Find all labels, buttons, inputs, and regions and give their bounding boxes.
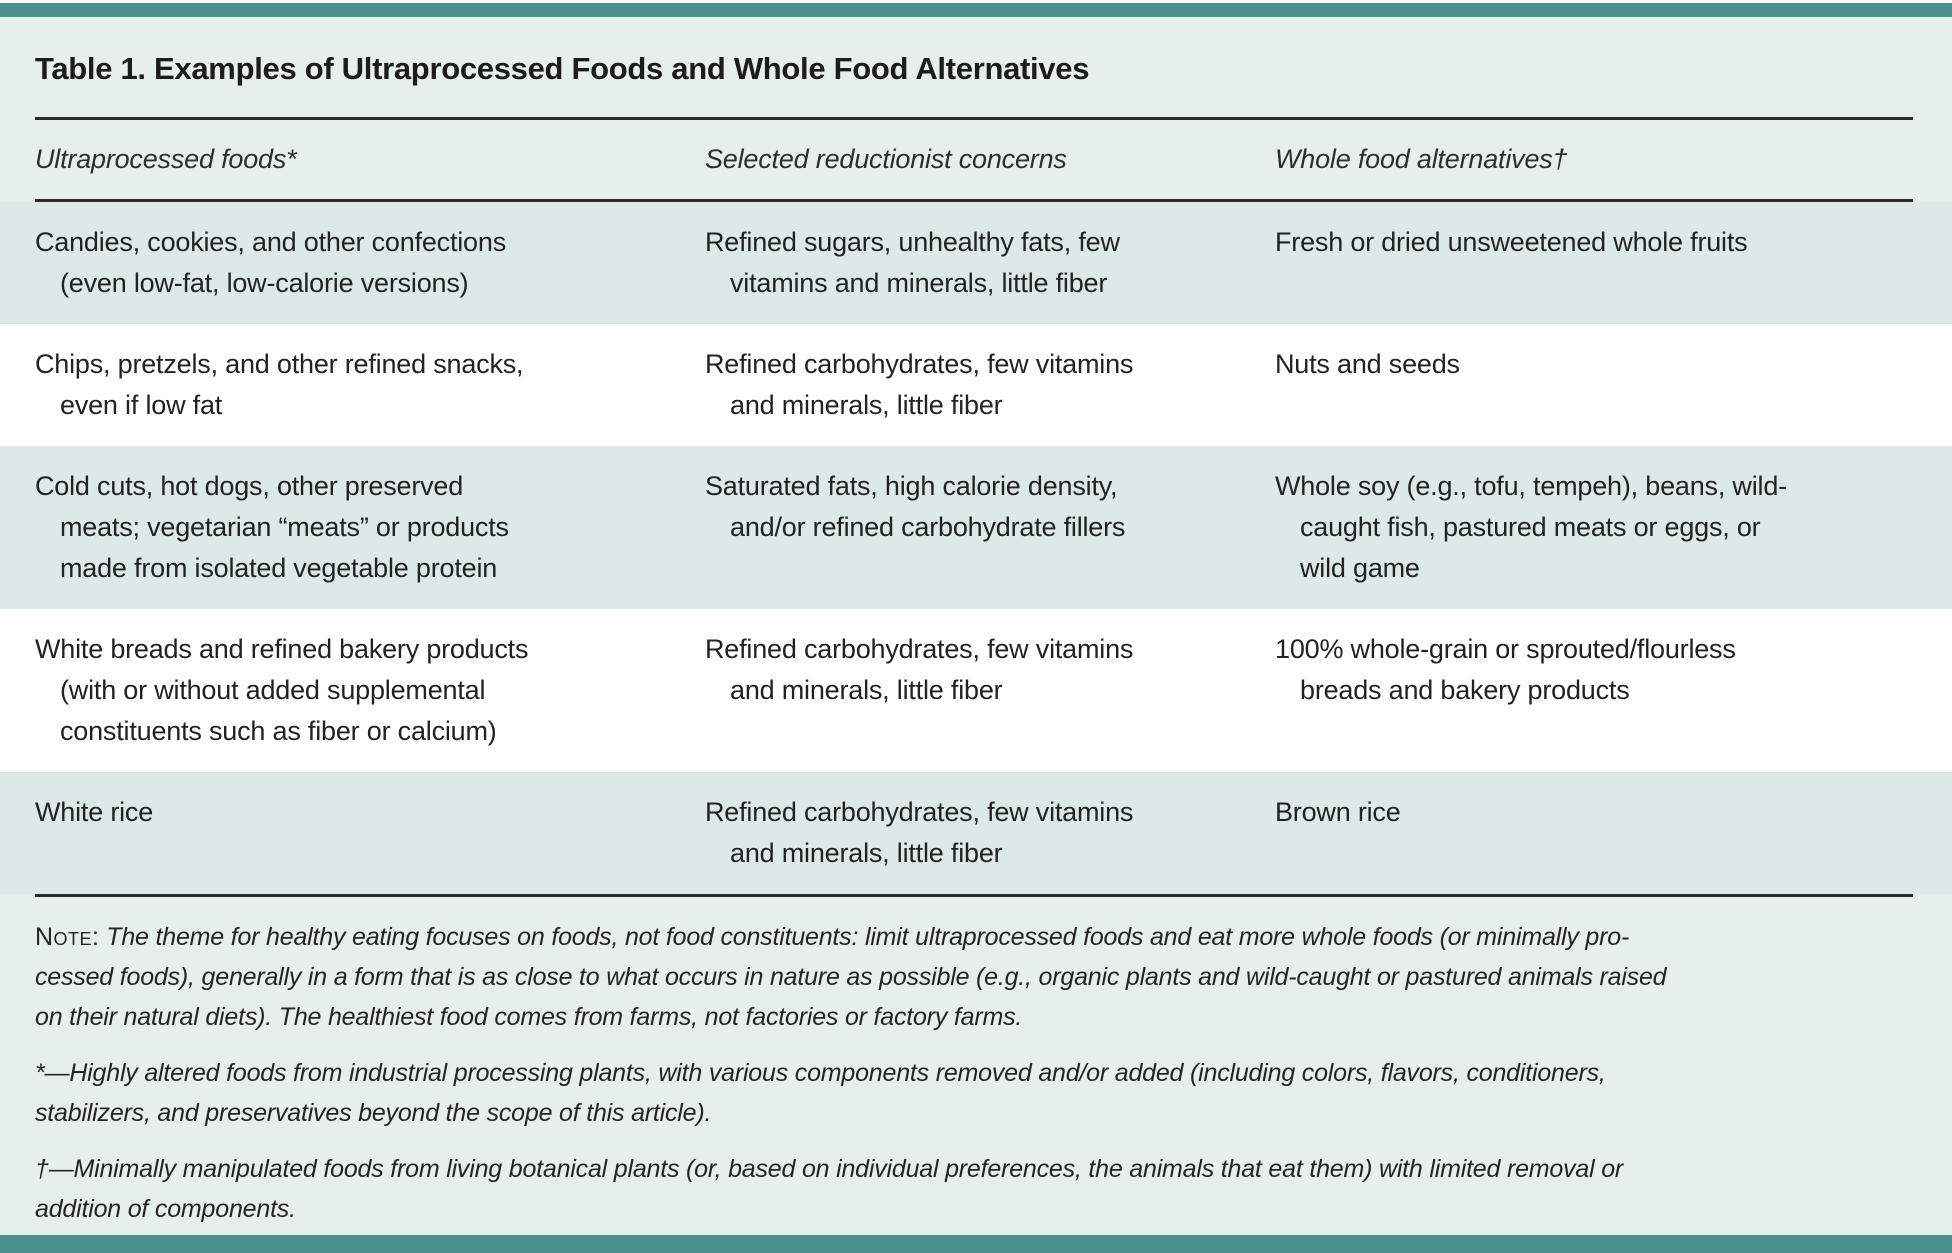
cell-line: Refined carbohydrates, few vitamins (705, 797, 1134, 828)
table-header-row: Ultraprocessed foods* Selected reduction… (0, 120, 1952, 199)
table-row: Candies, cookies, and other confections (… (0, 202, 1952, 325)
cell-line: Brown rice (1275, 797, 1401, 828)
cell-line: constituents such as fiber or calcium) (60, 716, 497, 747)
cell-line: Whole soy (e.g., tofu, tempeh), beans, w… (1275, 471, 1787, 502)
footnote-dagger: †—Minimally manipulated foods from livin… (35, 1155, 1624, 1224)
title-rule (35, 117, 1913, 121)
cell-line: and minerals, little fiber (730, 390, 1003, 421)
table-title: Table 1. Examples of Ultraprocessed Food… (35, 51, 1090, 86)
cell-line: breads and bakery products (1300, 675, 1630, 706)
table-row: White breads and refined bakery products… (0, 609, 1952, 773)
cell-line: (even low-fat, low-calorie versions) (60, 268, 469, 299)
cell-line: Refined sugars, unhealthy fats, few (705, 227, 1120, 258)
table-body: Candies, cookies, and other confections (… (0, 202, 1952, 895)
cell-line: even if low fat (60, 390, 223, 421)
table-cell: Refined carbohydrates, few vitamins and m… (705, 344, 1275, 426)
table-cell: 100% whole-grain or sprouted/flourless br… (1275, 629, 1913, 752)
cell-line: wild game (1300, 553, 1420, 584)
table-cell: Candies, cookies, and other confections (… (35, 222, 705, 304)
table-cell: Chips, pretzels, and other refined snack… (35, 344, 705, 426)
top-accent-bar (0, 3, 1952, 17)
footnote-asterisk: *—Highly altered foods from industrial p… (35, 1059, 1606, 1128)
cell-line: Cold cuts, hot dogs, other preserved (35, 471, 464, 502)
column-header-reductionist-concerns: Selected reductionist concerns (705, 144, 1067, 175)
table-cell: Nuts and seeds (1275, 344, 1913, 426)
table-cell: Saturated fats, high calorie density, and… (705, 466, 1275, 589)
table-cell: Fresh or dried unsweetened whole fruits (1275, 222, 1913, 304)
top-white-edge (0, 0, 1952, 3)
table-cell: White rice (35, 792, 705, 874)
column-header-ultraprocessed-foods: Ultraprocessed foods* (35, 144, 297, 175)
cell-line: White rice (35, 797, 154, 828)
cell-line: Fresh or dried unsweetened whole fruits (1275, 227, 1748, 258)
cell-line: and minerals, little fiber (730, 675, 1003, 706)
cell-line: Saturated fats, high calorie density, (705, 471, 1118, 502)
table-cell: Refined sugars, unhealthy fats, few vitam… (705, 222, 1275, 304)
column-header-whole-food-alternatives: Whole food alternatives† (1275, 144, 1568, 175)
cell-line: Candies, cookies, and other confections (35, 227, 506, 258)
cell-line: Chips, pretzels, and other refined snack… (35, 349, 524, 380)
cell-line: and/or refined carbohydrate fillers (730, 512, 1126, 543)
table-cell: Whole soy (e.g., tofu, tempeh), beans, w… (1275, 466, 1913, 589)
cell-line: White breads and refined bakery products (35, 634, 529, 665)
table-row: White rice Refined carbohydrates, few vit… (0, 772, 1952, 895)
cell-line: vitamins and minerals, little fiber (730, 268, 1108, 299)
cell-line: meats; vegetarian “meats” or products (60, 512, 509, 543)
table-cell: Brown rice (1275, 792, 1913, 874)
table-row: Chips, pretzels, and other refined snack… (0, 324, 1952, 447)
cell-line: caught fish, pastured meats or eggs, or (1300, 512, 1761, 543)
cell-line: and minerals, little fiber (730, 838, 1003, 869)
cell-line: Refined carbohydrates, few vitamins (705, 349, 1134, 380)
cell-line: 100% whole-grain or sprouted/flourless (1275, 634, 1736, 665)
table-cell: Refined carbohydrates, few vitamins and m… (705, 792, 1275, 874)
table-note: Note: The theme for healthy eating focus… (35, 917, 1913, 1037)
cell-line: Refined carbohydrates, few vitamins (705, 634, 1134, 665)
footer-rule (35, 894, 1913, 898)
note-label: Note: (35, 923, 100, 952)
header-rule (35, 199, 1913, 203)
cell-line: Nuts and seeds (1275, 349, 1460, 380)
table-cell: White breads and refined bakery products… (35, 629, 705, 752)
table-cell: Cold cuts, hot dogs, other preserved meat… (35, 466, 705, 589)
cell-line: made from isolated vegetable protein (60, 553, 498, 584)
table-row: Cold cuts, hot dogs, other preserved meat… (0, 446, 1952, 610)
bottom-accent-bar (0, 1235, 1952, 1253)
note-text: The theme for healthy eating focuses on … (35, 923, 1667, 1032)
cell-line: (with or without added supplemental (60, 675, 486, 706)
table-cell: Refined carbohydrates, few vitamins and m… (705, 629, 1275, 752)
